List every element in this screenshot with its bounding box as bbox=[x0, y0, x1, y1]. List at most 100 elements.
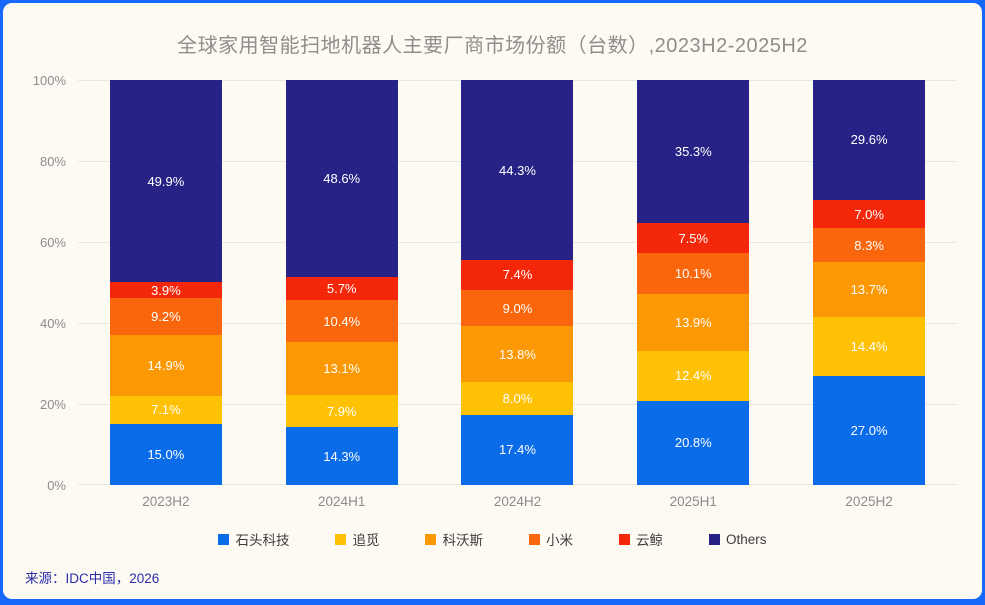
bar-segment-小米: 9.0% bbox=[461, 289, 574, 327]
bar-segment-石头科技: 17.4% bbox=[461, 414, 574, 485]
bar-segment-科沃斯: 13.1% bbox=[285, 342, 398, 396]
legend-label: 科沃斯 bbox=[442, 533, 483, 548]
bars-container: 15.0% 7.1% 14.9% 9.2% 3.9% 49.9% 14.3% 7.9% 13.1… bbox=[78, 80, 957, 485]
segment-value-label: 15.0% bbox=[147, 447, 185, 463]
bar-segment-科沃斯: 13.9% bbox=[637, 294, 750, 351]
y-tick-label: 0% bbox=[47, 478, 66, 493]
bar-segment-追觅: 14.4% bbox=[813, 317, 926, 376]
bar-segment-小米: 10.1% bbox=[637, 253, 750, 295]
y-tick-label: 80% bbox=[39, 154, 66, 169]
bar-segment-小米: 10.4% bbox=[285, 299, 398, 343]
legend-item-石头科技: 石头科技 bbox=[218, 529, 289, 549]
gridline bbox=[78, 79, 957, 81]
legend-swatch-icon bbox=[618, 533, 630, 545]
bar-segment-Others: 48.6% bbox=[285, 80, 398, 277]
bar-2024H2: 17.4% 8.0% 13.8% 9.0% 7.4% 44.3% bbox=[461, 80, 574, 485]
segment-value-label: 5.7% bbox=[326, 280, 357, 296]
bar-2023H2: 15.0% 7.1% 14.9% 9.2% 3.9% 49.9% bbox=[109, 80, 222, 485]
segment-value-label: 13.7% bbox=[850, 282, 888, 298]
legend-swatch-icon bbox=[425, 533, 437, 545]
segment-value-label: 27.0% bbox=[850, 422, 888, 438]
segment-value-label: 7.9% bbox=[326, 403, 357, 419]
segment-value-label: 14.9% bbox=[147, 357, 185, 373]
bar-segment-石头科技: 15.0% bbox=[109, 424, 222, 485]
source-note: 来源：IDC中国，2026 bbox=[25, 571, 160, 586]
legend-item-云鲸: 云鲸 bbox=[618, 529, 663, 549]
bar-segment-科沃斯: 14.9% bbox=[109, 335, 222, 396]
segment-value-label: 35.3% bbox=[674, 144, 712, 160]
segment-value-label: 9.2% bbox=[151, 309, 181, 325]
legend-item-科沃斯: 科沃斯 bbox=[425, 529, 483, 549]
bar-segment-科沃斯: 13.8% bbox=[461, 326, 574, 383]
segment-value-label: 13.9% bbox=[674, 314, 712, 330]
legend-label: Others bbox=[725, 531, 767, 547]
segment-value-label: 14.3% bbox=[323, 448, 361, 464]
legend-swatch-icon bbox=[708, 533, 720, 545]
bar-segment-云鲸: 7.4% bbox=[461, 259, 574, 290]
segment-value-label: 8.0% bbox=[502, 390, 533, 406]
bar-segment-石头科技: 27.0% bbox=[813, 375, 926, 485]
bar-segment-石头科技: 14.3% bbox=[285, 427, 398, 485]
x-axis-label: 2025H2 bbox=[845, 494, 893, 509]
x-axis-label: 2025H1 bbox=[669, 494, 717, 509]
bar-segment-小米: 9.2% bbox=[109, 297, 222, 336]
segment-value-label: 12.4% bbox=[674, 368, 712, 384]
legend-item-Others: Others bbox=[708, 529, 767, 549]
bar-2025H1: 20.8% 12.4% 13.9% 10.1% 7.5% 35.3% bbox=[637, 80, 750, 485]
segment-value-label: 9.0% bbox=[502, 300, 533, 316]
bar-segment-追觅: 7.9% bbox=[285, 395, 398, 428]
legend-item-小米: 小米 bbox=[528, 529, 573, 549]
bar-segment-追觅: 7.1% bbox=[109, 395, 222, 425]
segment-value-label: 29.6% bbox=[850, 132, 888, 148]
bar-segment-小米: 8.3% bbox=[813, 228, 926, 262]
bar-segment-云鲸: 7.0% bbox=[813, 199, 926, 229]
bar-segment-云鲸: 3.9% bbox=[109, 282, 222, 298]
legend-label: 石头科技 bbox=[235, 533, 290, 548]
x-axis: 2023H2 2024H1 2024H2 2025H1 2025H2 bbox=[78, 494, 957, 509]
bar-2025H2: 27.0% 14.4% 13.7% 8.3% 7.0% 29.6% bbox=[813, 80, 926, 485]
y-tick-label: 100% bbox=[32, 73, 66, 88]
segment-value-label: 17.4% bbox=[499, 442, 536, 458]
chart-area: 0% 20% 40% 60% 80% 100% 15.0% 7.1% 14.9% 9.2% 3.9%… bbox=[33, 73, 957, 509]
x-axis-label: 2024H1 bbox=[318, 494, 366, 509]
x-axis-label: 2024H2 bbox=[493, 494, 542, 509]
bar-segment-科沃斯: 13.7% bbox=[813, 261, 926, 318]
legend-swatch-icon bbox=[335, 533, 347, 545]
legend-swatch-icon bbox=[218, 533, 230, 545]
segment-value-label: 10.1% bbox=[674, 266, 712, 282]
bar-segment-Others: 49.9% bbox=[109, 80, 222, 283]
segment-value-label: 20.8% bbox=[674, 435, 712, 451]
y-tick-label: 20% bbox=[39, 397, 66, 412]
bar-2024H1: 14.3% 7.9% 13.1% 10.4% 5.7% 48.6% bbox=[285, 80, 398, 485]
y-tick-label: 40% bbox=[39, 316, 66, 331]
bar-segment-石头科技: 20.8% bbox=[637, 400, 750, 485]
segment-value-label: 49.9% bbox=[147, 173, 185, 189]
segment-value-label: 3.9% bbox=[151, 282, 181, 298]
plot-area: 0% 20% 40% 60% 80% 100% 15.0% 7.1% 14.9% 9.2% 3.9%… bbox=[33, 73, 957, 493]
segment-value-label: 7.0% bbox=[854, 206, 884, 222]
y-tick-label: 60% bbox=[39, 235, 66, 250]
legend-item-追觅: 追觅 bbox=[335, 529, 379, 549]
legend: 石头科技 追觅 科沃斯 小米 云鲸 Others bbox=[3, 529, 982, 549]
segment-value-label: 14.4% bbox=[850, 339, 888, 354]
chart-card: 全球家用智能扫地机器人主要厂商市场份额（台数）,2023H2-2025H2 0%… bbox=[3, 3, 982, 599]
legend-label: 小米 bbox=[545, 533, 573, 548]
bar-segment-追觅: 8.0% bbox=[461, 382, 574, 415]
segment-value-label: 7.5% bbox=[678, 230, 709, 246]
segment-value-label: 48.6% bbox=[323, 170, 361, 186]
legend-swatch-icon bbox=[528, 533, 540, 545]
bar-segment-追觅: 12.4% bbox=[637, 350, 750, 401]
x-axis-label: 2023H2 bbox=[142, 494, 190, 509]
legend-label: 追觅 bbox=[352, 533, 380, 548]
segment-value-label: 8.3% bbox=[854, 237, 884, 253]
segment-value-label: 44.3% bbox=[499, 162, 536, 178]
bar-segment-Others: 44.3% bbox=[461, 80, 574, 260]
segment-value-label: 7.1% bbox=[151, 402, 181, 418]
bar-segment-Others: 29.6% bbox=[813, 80, 926, 200]
legend-label: 云鲸 bbox=[635, 533, 663, 548]
segment-value-label: 13.8% bbox=[499, 346, 536, 362]
bar-segment-云鲸: 5.7% bbox=[285, 276, 398, 300]
segment-value-label: 13.1% bbox=[323, 361, 361, 377]
bar-segment-Others: 35.3% bbox=[637, 80, 750, 223]
